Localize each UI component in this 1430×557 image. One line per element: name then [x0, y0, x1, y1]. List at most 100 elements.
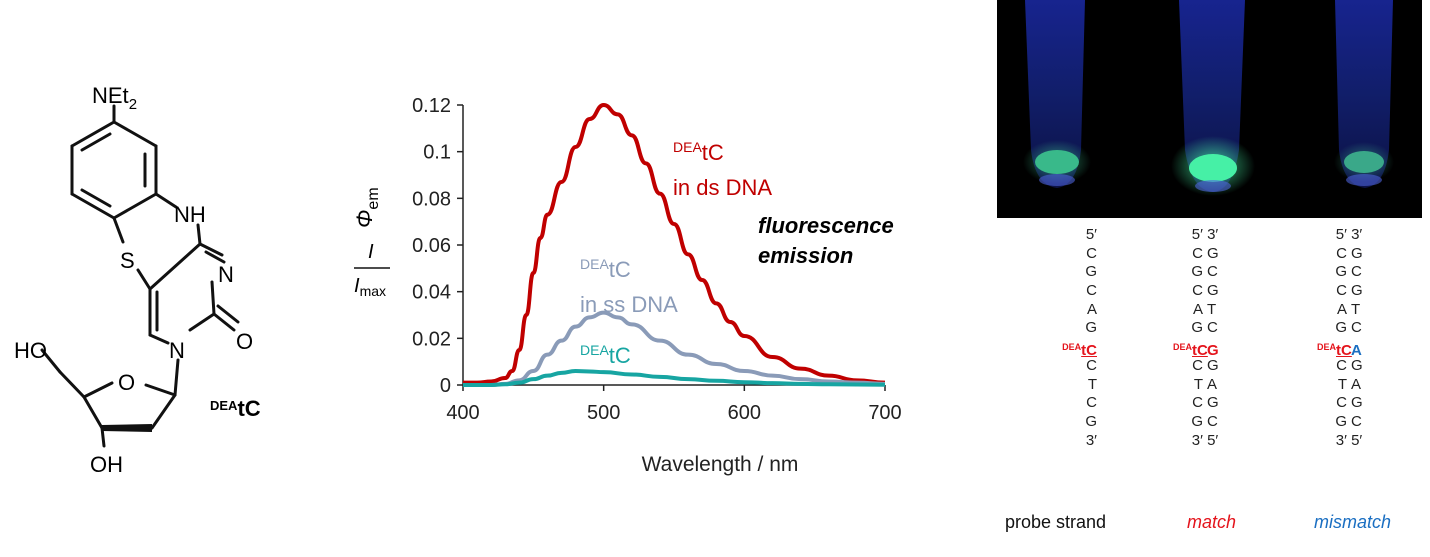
- y-label-denominator: Imax: [354, 275, 386, 299]
- compound-name: DEAtC: [210, 396, 261, 421]
- mismatch-complement-base: T: [1351, 300, 1361, 318]
- mismatch-header-row: 5′ 3′: [1335, 226, 1363, 243]
- ds-dna-label-title: DEAtC: [673, 139, 724, 165]
- match-probe-base: C: [1192, 244, 1203, 262]
- mismatch-complement-base: A: [1351, 375, 1362, 393]
- probe-5prime: 5′: [1085, 226, 1097, 243]
- match-probe-base: A: [1192, 300, 1203, 318]
- mismatch-probe-base: A: [1336, 300, 1347, 318]
- mismatch-complement-base: C: [1351, 319, 1362, 337]
- y-label-numerator: I: [368, 241, 374, 263]
- x-tick-label: 600: [728, 402, 761, 424]
- probe-base: G: [1085, 412, 1097, 430]
- hydroxyl-3-label: OH: [90, 452, 123, 477]
- mismatch-complement-base: G: [1351, 244, 1363, 262]
- mismatch-probe-base: C: [1336, 244, 1347, 262]
- y-tick-label: 0.02: [412, 328, 451, 350]
- x-tick-label: 400: [446, 402, 479, 424]
- mismatch-probe-base: C: [1336, 394, 1347, 412]
- y-tick-label: 0.08: [412, 188, 451, 210]
- match-complement-base: G: [1207, 342, 1219, 360]
- mismatch-footer-row: 3′ 5′: [1335, 431, 1363, 449]
- free-nucleoside-label: DEAtC: [580, 342, 631, 368]
- ring-n-label: N: [218, 262, 234, 287]
- axes: 0 0.02 0.04 0.06 0.08 0.1 0.12 400 500 600 700: [412, 95, 902, 424]
- probe-base: A: [1086, 300, 1097, 318]
- ds-dna-curve: [463, 103, 886, 385]
- nh-label: NH: [174, 202, 206, 227]
- y-label-phi: Φem: [352, 187, 382, 228]
- mismatch-complement-base: C: [1351, 263, 1362, 281]
- free-nucleoside-label-title: DEAtC: [580, 342, 631, 368]
- match-complement-base: A: [1207, 375, 1218, 393]
- tube-left: [1025, 0, 1085, 188]
- y-tick-label: 0: [440, 375, 451, 397]
- match-header-row: 5′ 3′: [1191, 226, 1219, 243]
- ring-o-label: O: [118, 370, 135, 395]
- mismatch-complement-base: G: [1351, 394, 1363, 412]
- carbonyl-o-label: O: [236, 329, 253, 354]
- caption-mismatch: mismatch: [1314, 512, 1392, 532]
- mismatch-complement-base: G: [1351, 356, 1363, 374]
- curves: [463, 103, 886, 387]
- mismatch-complement-base: A: [1351, 342, 1362, 360]
- ss-dna-label-title: DEAtC: [580, 256, 631, 282]
- match-probe-base: C: [1192, 394, 1203, 412]
- tube-photo-drawing: [1023, 0, 1394, 196]
- match-complement-base: G: [1207, 356, 1219, 374]
- match-complement-base: C: [1207, 319, 1218, 337]
- ds-dna-label-subtitle: in ds DNA: [673, 175, 772, 200]
- match-base-pair: DEAtCG: [1160, 338, 1240, 359]
- annotation-line-1: fluorescence: [758, 213, 894, 238]
- match-probe-base: G: [1191, 412, 1203, 430]
- match-complement-base: G: [1207, 282, 1219, 300]
- match-complement-base: T: [1207, 300, 1217, 318]
- glycosidic-n-label: N: [169, 338, 185, 363]
- x-tick-label: 700: [868, 402, 901, 424]
- y-tick-label: 0.06: [412, 235, 451, 257]
- probe-base: C: [1086, 244, 1097, 262]
- probe-base: C: [1086, 394, 1097, 412]
- caption-match: match: [1187, 512, 1237, 532]
- tube-right: [1335, 0, 1393, 188]
- match-complement-base: C: [1207, 263, 1218, 281]
- y-tick-label: 0.1: [423, 142, 451, 164]
- ss-dna-label-subtitle: in ss DNA: [580, 292, 678, 317]
- x-axis-label: Wavelength / nm: [642, 453, 799, 476]
- tube-photo: [997, 0, 1422, 218]
- probe-base: DEAtC: [1062, 342, 1097, 360]
- mismatch-probe-base: G: [1335, 263, 1347, 281]
- probe-base: G: [1085, 319, 1097, 337]
- mismatch-probe-base: G: [1335, 412, 1347, 430]
- y-tick-label: 0.04: [412, 282, 451, 304]
- probe-base: G: [1085, 263, 1097, 281]
- match-complement-base: C: [1207, 412, 1218, 430]
- match-probe-base: G: [1191, 263, 1203, 281]
- emission-chart: I Imax Φem 0 0.02 0.04 0.06 0.08 0.1 0.12 400 50…: [330, 0, 930, 552]
- match-complement-base: G: [1207, 394, 1219, 412]
- chart-svg: I Imax Φem 0 0.02 0.04 0.06 0.08 0.1 0.12 400 50…: [352, 95, 902, 476]
- probe-base: T: [1087, 375, 1097, 393]
- curve-labels: DEAtC in ds DNA DEAtC in ss DNA DEAtC: [580, 139, 772, 368]
- match-probe-base: DEAtC: [1173, 342, 1208, 360]
- match-probe-base: T: [1193, 375, 1203, 393]
- probe-base: C: [1086, 356, 1097, 374]
- match-probe-base: C: [1192, 282, 1203, 300]
- match-probe-base: G: [1191, 319, 1203, 337]
- caption-probe-strand: probe strand: [1005, 512, 1107, 532]
- dna-panel: 5′ C G C A G DEAtC C T C G 3′ 5′ 3′ C G G C C G A T G C DEA…: [980, 0, 1430, 552]
